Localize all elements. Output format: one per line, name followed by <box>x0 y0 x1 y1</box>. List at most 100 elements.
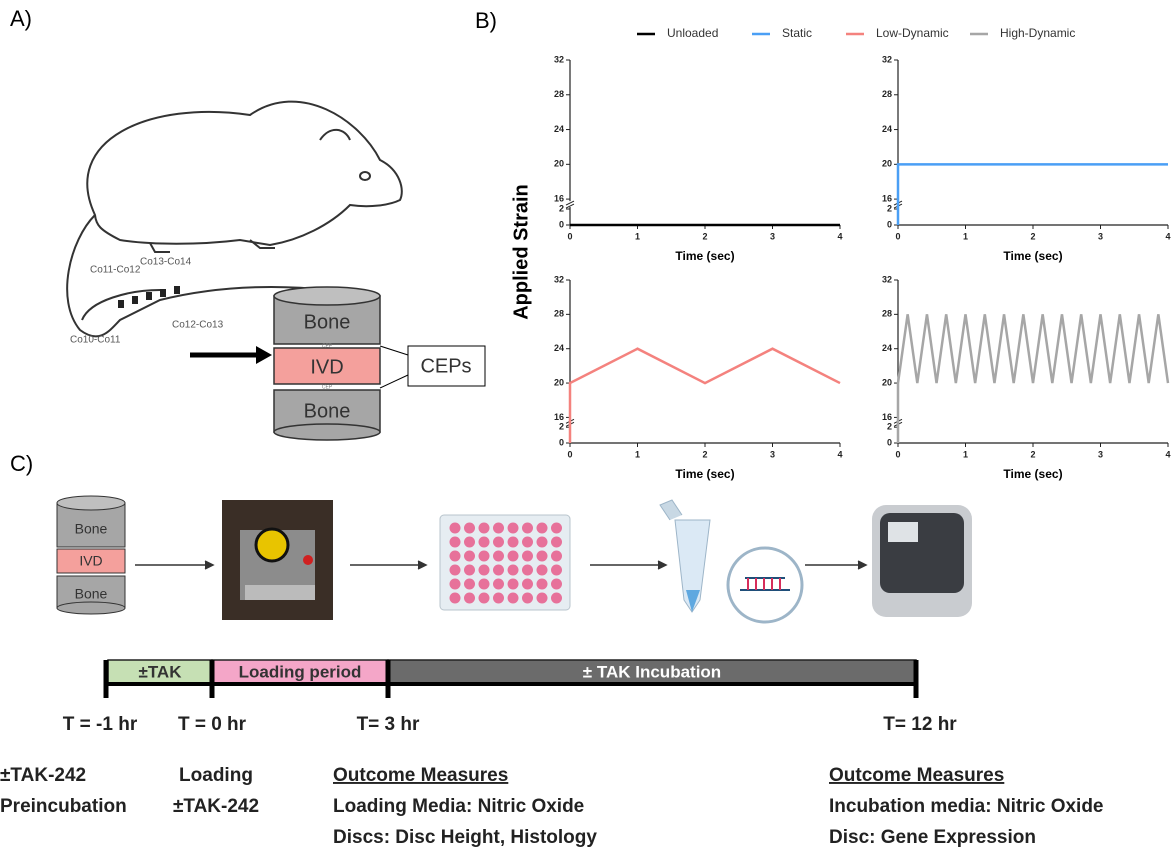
x-tick-label: 4 <box>1165 449 1170 459</box>
well <box>522 550 533 562</box>
note-line: Discs: Disc Height, Histology <box>333 827 597 848</box>
rat-drawing <box>66 100 403 338</box>
y-tick-label: 16 <box>882 193 892 203</box>
y-tick-label: 0 <box>559 437 564 447</box>
well <box>493 522 504 534</box>
note-line: Loading Media: Nitric Oxide <box>333 796 584 817</box>
x-axis-label: Time (sec) <box>675 249 734 263</box>
well <box>449 550 461 562</box>
well <box>493 578 504 590</box>
y-tick-label: 0 <box>559 219 564 229</box>
well <box>464 592 475 604</box>
timeline-segment <box>211 659 389 685</box>
disc-label: Bone <box>304 311 351 333</box>
disc-label: IVD <box>310 356 343 378</box>
y-tick-label: 24 <box>882 343 892 353</box>
x-tick-label: 0 <box>895 449 900 459</box>
x-tick-label: 3 <box>770 231 775 241</box>
y-tick-label: 24 <box>554 124 564 134</box>
well <box>536 592 548 604</box>
panel-label: C) <box>10 451 33 476</box>
well <box>449 578 461 590</box>
x-tick-label: 1 <box>963 449 968 459</box>
series-line <box>896 314 1170 443</box>
well <box>493 536 504 548</box>
x-tick-label: 1 <box>635 231 640 241</box>
cep-label: CEP <box>322 384 333 390</box>
loading-device-photo <box>222 500 333 620</box>
y-tick-label: 0 <box>887 219 892 229</box>
segment-label: Co10-Co11 <box>70 335 121 346</box>
x-tick-label: 4 <box>837 449 842 459</box>
y-tick-label: 28 <box>882 89 892 99</box>
x-axis-label: Time (sec) <box>1003 467 1062 481</box>
segment-label: Co12-Co13 <box>172 320 224 331</box>
x-tick-label: 2 <box>1030 449 1035 459</box>
well <box>536 550 548 562</box>
well <box>449 592 461 604</box>
note-line: Incubation media: Nitric Oxide <box>829 796 1104 817</box>
axis-break <box>565 200 575 209</box>
well <box>551 536 562 548</box>
well <box>507 550 519 562</box>
well <box>464 536 475 548</box>
well <box>493 550 504 562</box>
well <box>522 536 533 548</box>
note-line: Loading <box>179 765 253 786</box>
well <box>464 522 475 534</box>
disc-label: IVD <box>79 553 102 569</box>
note-line: ±TAK-242 <box>173 796 259 817</box>
y-tick-label: 16 <box>554 193 564 203</box>
well <box>522 522 533 534</box>
timeline-segment <box>107 659 213 685</box>
well <box>464 564 475 576</box>
note-line: ±TAK-242 <box>0 765 86 786</box>
disc-stack <box>273 286 381 441</box>
callout-line <box>379 345 409 389</box>
series-line <box>568 347 841 443</box>
note-heading: Outcome Measures <box>829 765 1004 786</box>
y-tick-label: 32 <box>554 274 564 284</box>
callout-label: CEPs <box>420 355 471 377</box>
y-tick-label: 20 <box>554 159 564 169</box>
well <box>522 578 533 590</box>
well <box>551 564 562 576</box>
x-axis-label: Time (sec) <box>675 467 734 481</box>
x-axis-label: Time (sec) <box>1003 249 1062 263</box>
y-tick-label: 24 <box>882 124 892 134</box>
segment-label: Co11-Co12 <box>90 265 141 276</box>
well <box>478 522 490 534</box>
well <box>493 592 504 604</box>
y-tick-label: 2 <box>559 203 564 213</box>
legend-label: Unloaded <box>667 26 718 40</box>
well <box>449 564 461 576</box>
y-tick-label: 2 <box>559 422 564 432</box>
panel-label: B) <box>475 8 497 33</box>
disc-label: Bone <box>75 521 108 537</box>
x-tick-label: 1 <box>963 231 968 241</box>
x-tick-label: 2 <box>1030 231 1035 241</box>
note-line: Disc: Gene Expression <box>829 827 1036 848</box>
well <box>478 550 490 562</box>
y-tick-label: 32 <box>882 274 892 284</box>
y-tick-label: 16 <box>882 412 892 422</box>
segment-label: Co13-Co14 <box>140 257 192 268</box>
well <box>478 592 490 604</box>
well <box>536 536 548 548</box>
well <box>464 550 475 562</box>
well <box>507 564 519 576</box>
y-tick-label: 28 <box>554 89 564 99</box>
well <box>507 536 519 548</box>
x-tick-label: 3 <box>770 449 775 459</box>
y-tick-label: 20 <box>882 377 892 387</box>
y-tick-label: 20 <box>882 159 892 169</box>
time-label: T= 12 hr <box>883 714 957 735</box>
series-line <box>896 163 1168 225</box>
well <box>551 522 562 534</box>
legend-label: Low-Dynamic <box>876 26 949 40</box>
well <box>551 550 562 562</box>
well <box>478 536 490 548</box>
well <box>478 564 490 576</box>
well <box>522 564 533 576</box>
well <box>507 522 519 534</box>
